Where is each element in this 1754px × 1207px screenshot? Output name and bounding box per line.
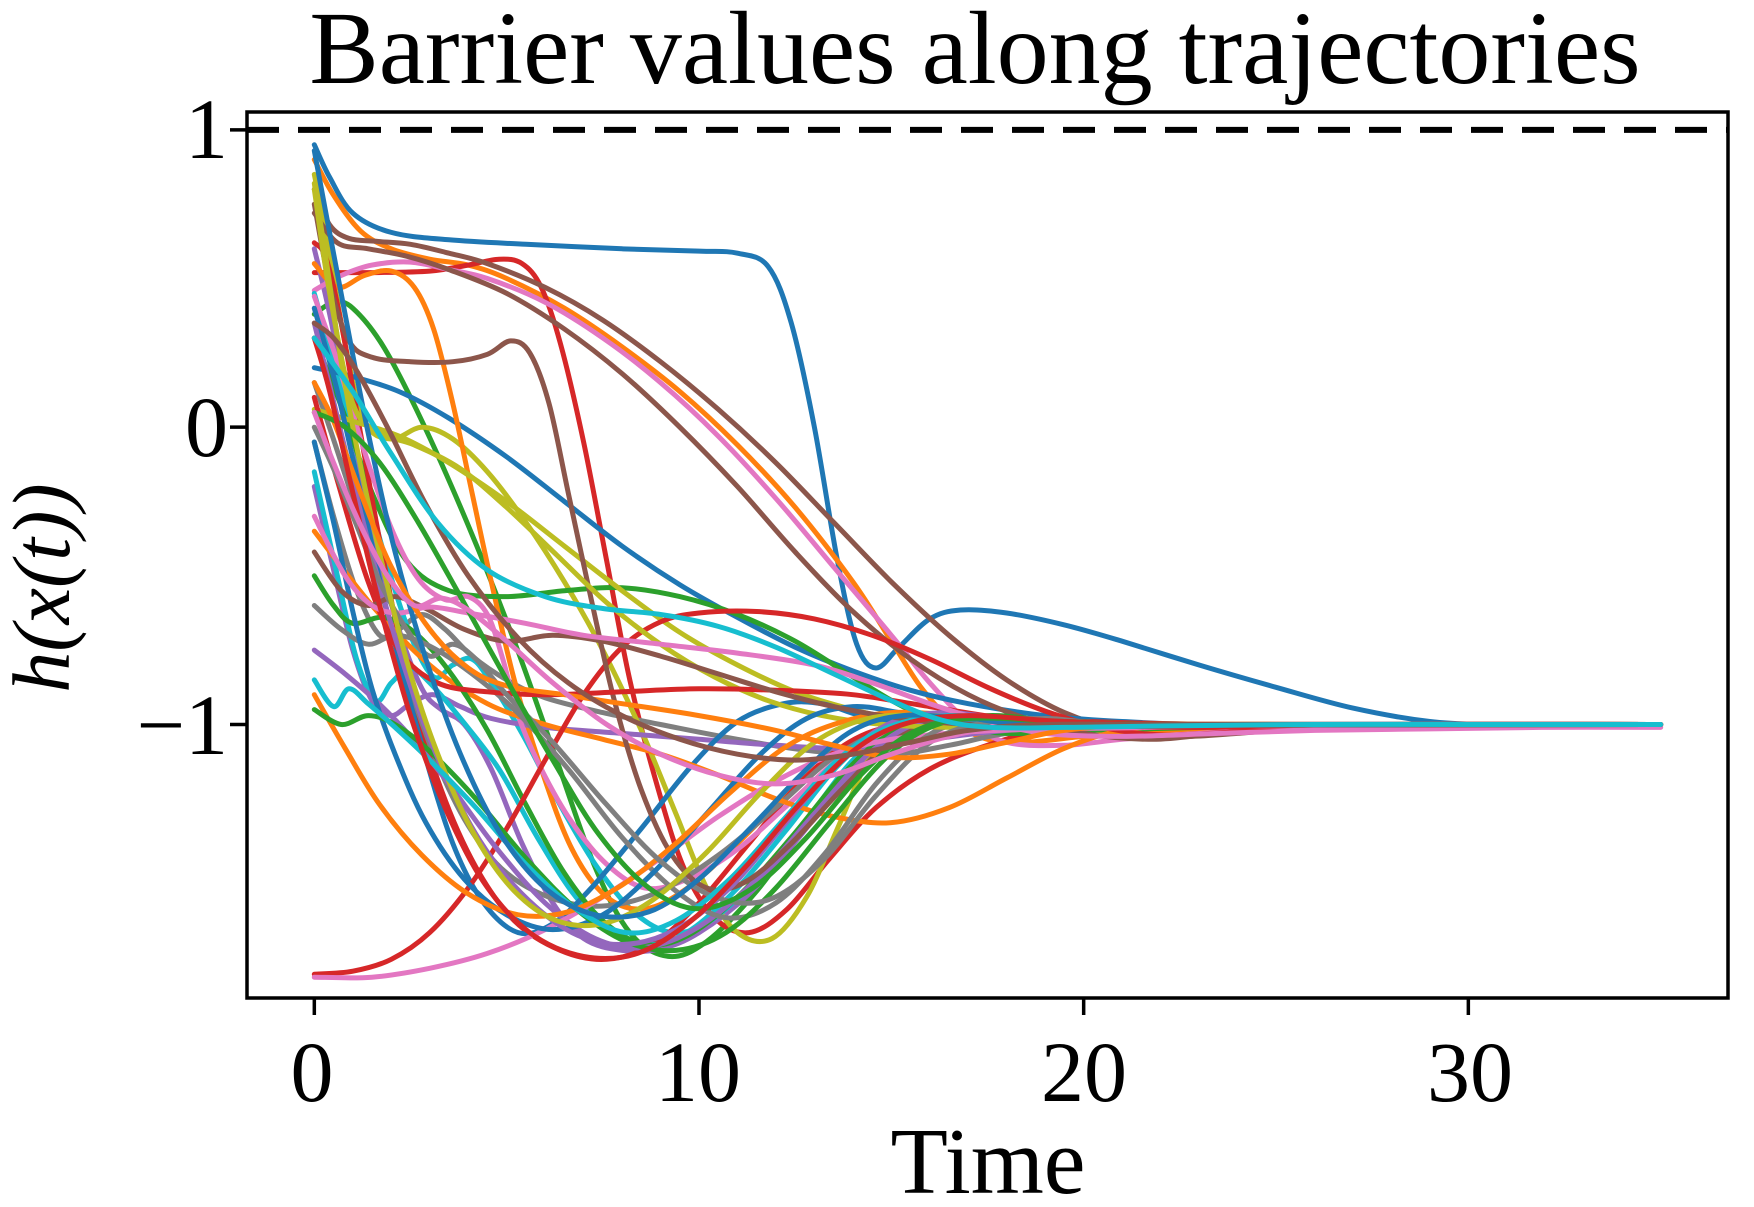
x-tick-label-30: 30 [1427, 1024, 1513, 1120]
y-tick-label-0: 0 [185, 379, 228, 475]
y-axis-label: h(x(t)) [0, 483, 87, 693]
trajectory-lines [247, 126, 1728, 981]
x-tick-label-0: 0 [290, 1024, 334, 1120]
tick-marks [230, 128, 1471, 1015]
trajectory-line [311, 259, 1664, 749]
trajectory-line [311, 528, 1664, 826]
trajectory-line [311, 157, 1664, 746]
x-tick-label-20: 20 [1041, 1024, 1127, 1120]
y-tick-label-minus1: −1 [136, 677, 228, 773]
trajectory-line [311, 210, 1664, 742]
axes-spines [245, 110, 1730, 1000]
trajectory-line [311, 335, 1664, 737]
trajectory-line [311, 320, 1664, 763]
x-axis-label: Time [890, 1110, 1086, 1207]
trajectory-line [311, 365, 1664, 728]
trajectory-line [311, 335, 1664, 731]
y-tick-label-1: 1 [185, 81, 228, 177]
trajectory-line [311, 142, 1664, 728]
x-tick-label-10: 10 [655, 1024, 741, 1120]
chart-title: Barrier values along trajectories [309, 0, 1641, 106]
